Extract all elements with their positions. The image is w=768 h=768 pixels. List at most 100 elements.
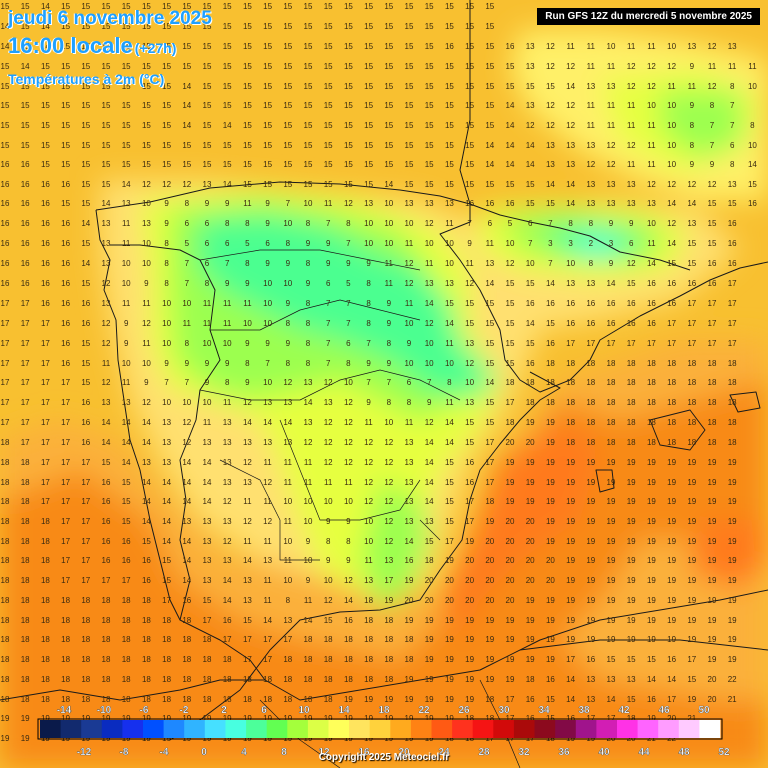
temperature-value: 18 [1,478,10,487]
temperature-value: 19 [566,517,575,526]
temperature-value: 8 [306,219,311,228]
temperature-value: 16 [142,576,151,585]
temperature-value: 19 [566,556,575,565]
temperature-value: 16 [81,418,90,427]
temperature-value: 18 [81,655,90,664]
temperature-value: 19 [647,497,656,506]
temperature-value: 19 [687,596,696,605]
temperature-value: 13 [586,180,595,189]
temperature-value: 10 [566,259,575,268]
temperature-value: 18 [384,616,393,625]
temperature-value: 13 [586,675,595,684]
temperature-value: 13 [162,438,171,447]
temperature-value: 11 [263,458,272,467]
temperature-value: 18 [607,438,616,447]
temperature-value: 17 [687,299,696,308]
temperature-value: 15 [364,180,373,189]
temperature-value: 14 [182,101,191,110]
temperature-value: 15 [122,82,131,91]
temperature-value: 9 [387,359,392,368]
temperature-value: 5 [185,239,190,248]
temperature-value: 16 [647,279,656,288]
temperature-value: 20 [526,537,535,546]
temperature-value: 14 [526,141,535,150]
temperature-value: 19 [546,478,555,487]
temperature-value: 9 [286,259,291,268]
temperature-value: 15 [142,22,151,31]
temperature-value: 16 [485,199,494,208]
temperature-value: 12 [647,180,656,189]
temperature-value: 10 [243,319,252,328]
temperature-value: 15 [445,141,454,150]
temperature-value: 18 [687,398,696,407]
temperature-value: 19 [607,537,616,546]
temperature-value: 13 [162,418,171,427]
temperature-value: 15 [384,82,393,91]
temperature-value: 18 [1,655,10,664]
temperature-value: 9 [467,239,472,248]
legend-label: 40 [598,747,610,758]
temperature-value: 18 [243,695,252,704]
temperature-value: 16 [607,319,616,328]
temperature-value: 18 [41,675,50,684]
temperature-value: 11 [223,299,232,308]
temperature-value: 9 [366,398,371,407]
temperature-value: 15 [102,101,111,110]
temperature-value: 17 [708,339,717,348]
temperature-value: 14 [283,418,292,427]
temperature-value: 17 [263,655,272,664]
temperature-value: 19 [687,478,696,487]
iberia-coastline [95,181,768,393]
temperature-value: 16 [708,259,717,268]
temperature-value: 14 [667,239,676,248]
temperature-value: 18 [41,537,50,546]
temperature-value: 18 [21,695,30,704]
temperature-value: 16 [1,219,10,228]
temperature-value: 19 [485,655,494,664]
temperature-value: 18 [102,596,111,605]
temperature-value: 11 [647,121,656,130]
temperature-value: 19 [465,616,474,625]
temperature-value: 19 [566,616,575,625]
portugal-border [110,244,221,621]
temperature-value: 11 [405,299,414,308]
temperature-value: 19 [687,576,696,585]
temperature-value: 18 [566,438,575,447]
temperature-value: 10 [263,319,272,328]
temperature-value: 18 [41,616,50,625]
temperature-value: 15 [21,82,30,91]
temperature-value: 11 [284,517,293,526]
temperature-value: 19 [586,596,595,605]
temperature-value: 19 [485,675,494,684]
temperature-value: 12 [425,219,434,228]
temperature-value: 15 [627,279,636,288]
temperature-value: 15 [465,101,474,110]
temperature-value: 15 [203,2,212,11]
temperature-value: 11 [587,101,596,110]
temperature-value: 18 [21,537,30,546]
temperature-value: 17 [728,339,737,348]
temperature-value: 13 [485,259,494,268]
temperature-value: 6 [528,219,533,228]
temperature-value: 18 [405,655,414,664]
temperature-value: 16 [21,199,30,208]
temperature-value: 15 [81,101,90,110]
temperature-value: 15 [546,695,555,704]
temperature-value: 16 [1,160,10,169]
temperature-value: 15 [41,82,50,91]
iberia-coastline-west [95,209,266,681]
temperature-value: 18 [647,359,656,368]
temperature-value: 18 [485,695,494,704]
temperature-value: 18 [41,695,50,704]
temperature-value: 19 [667,596,676,605]
temperature-value: 12 [405,259,414,268]
temperature-value: 15 [627,695,636,704]
temperature-value: 16 [61,219,70,228]
temperature-value: 19 [546,596,555,605]
temperature-value: 19 [566,596,575,605]
temperature-value: 6 [265,239,270,248]
temperature-value: 12 [384,517,393,526]
temperature-value: 14 [122,418,131,427]
temperature-value: 9 [326,517,331,526]
temperature-value: 13 [728,180,737,189]
